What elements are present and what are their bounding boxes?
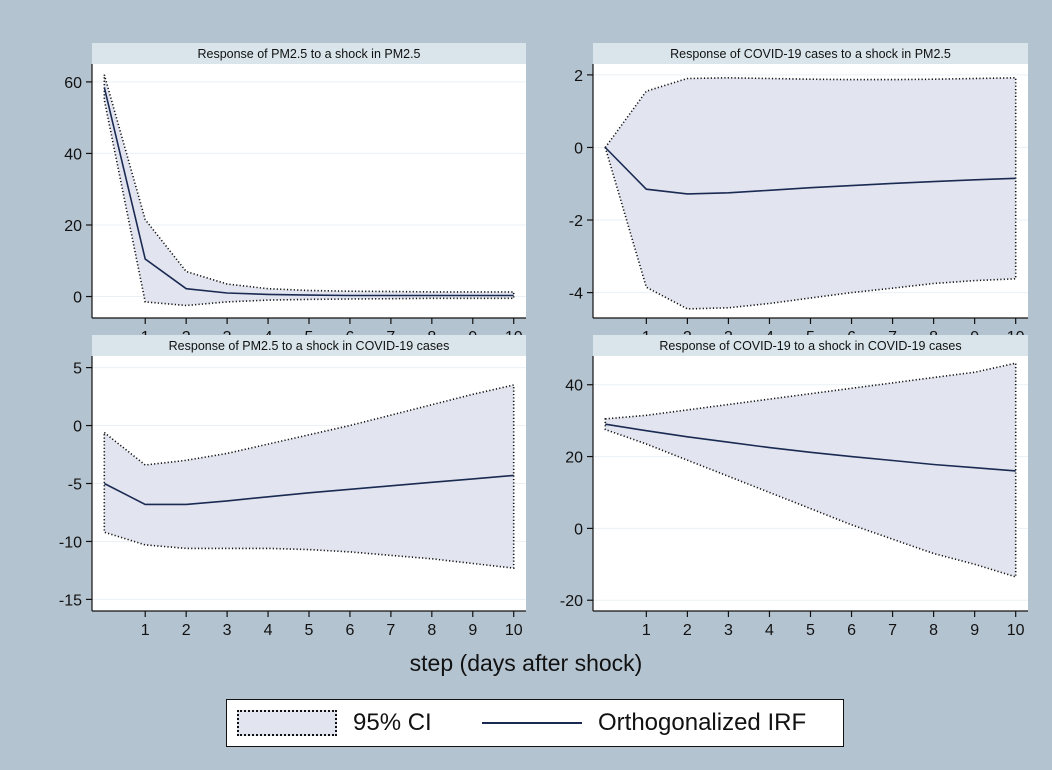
irf-line: [605, 423, 1016, 472]
y-tick-label: 0: [574, 521, 583, 538]
panel-title: Response of COVID-19 cases to a shock in…: [670, 47, 951, 61]
panel-title: Response of COVID-19 to a shock in COVID…: [659, 339, 961, 353]
x-tick-label: 4: [765, 622, 774, 639]
y-tick-label: 0: [574, 140, 583, 157]
x-tick-label: 10: [505, 622, 523, 639]
ci-band: [104, 385, 514, 569]
y-tick-label: 40: [64, 146, 82, 163]
ci-boundary: [103, 383, 515, 569]
panel-title-bar: [92, 335, 526, 356]
panel-title-bar: [92, 43, 526, 64]
y-tick-label: -4: [569, 286, 583, 303]
x-tick-label: 9: [468, 622, 477, 639]
ci-band: [605, 363, 1016, 577]
x-tick-label: 2: [182, 622, 191, 639]
panel-4: Response of COVID-19 to a shock in COVID…: [560, 335, 1028, 639]
legend-ci-swatch: [237, 710, 337, 736]
x-tick-label: 10: [1007, 622, 1025, 639]
y-tick-label: -15: [59, 592, 82, 609]
panel-title-bar: [593, 335, 1028, 356]
x-tick-label: 8: [929, 622, 938, 639]
x-axis-label: step (days after shock): [409, 650, 643, 676]
x-tick-label: 7: [386, 622, 395, 639]
x-tick-label: 6: [847, 622, 856, 639]
x-tick-label: 6: [345, 622, 354, 639]
y-tick-label: -2: [569, 213, 583, 230]
legend: 95% CI Orthogonalized IRF: [226, 699, 844, 747]
x-tick-label: 3: [724, 622, 733, 639]
panel-2: Response of COVID-19 cases to a shock in…: [569, 43, 1028, 346]
ci-band: [605, 77, 1016, 309]
y-tick-label: -10: [59, 534, 82, 551]
irf-line: [604, 146, 1016, 195]
y-tick-label: 0: [73, 290, 82, 307]
y-tick-label: 2: [574, 68, 583, 85]
panel-title-bar: [593, 43, 1028, 64]
panel-3: Response of PM2.5 to a shock in COVID-19…: [59, 335, 526, 639]
irf-line: [103, 474, 514, 506]
y-tick-label: -5: [68, 477, 82, 494]
y-tick-label: 5: [73, 361, 82, 378]
x-tick-label: 8: [427, 622, 436, 639]
y-tick-label: 20: [565, 450, 583, 467]
y-tick-label: 0: [73, 419, 82, 436]
y-tick-label: 60: [64, 75, 82, 92]
x-tick-label: 1: [141, 622, 150, 639]
panel-title: Response of PM2.5 to a shock in COVID-19…: [169, 339, 450, 353]
ci-band: [104, 74, 514, 306]
legend-ci-label: 95% CI: [353, 709, 432, 736]
x-tick-label: 9: [970, 622, 979, 639]
x-tick-label: 2: [683, 622, 692, 639]
panel-title: Response of PM2.5 to a shock in PM2.5: [197, 47, 420, 61]
x-tick-label: 5: [806, 622, 815, 639]
y-tick-label: 40: [565, 378, 583, 395]
panel-1: Response of PM2.5 to a shock in PM2.5 0 20…: [64, 43, 526, 346]
x-tick-label: 1: [642, 622, 651, 639]
x-tick-label: 3: [223, 622, 232, 639]
x-tick-label: 7: [888, 622, 897, 639]
x-tick-label: 4: [264, 622, 273, 639]
x-tick-label: 5: [305, 622, 314, 639]
y-tick-label: 20: [64, 218, 82, 235]
legend-irf-line: [482, 722, 582, 724]
legend-irf-label: Orthogonalized IRF: [598, 709, 807, 736]
y-tick-label: -20: [560, 593, 583, 610]
